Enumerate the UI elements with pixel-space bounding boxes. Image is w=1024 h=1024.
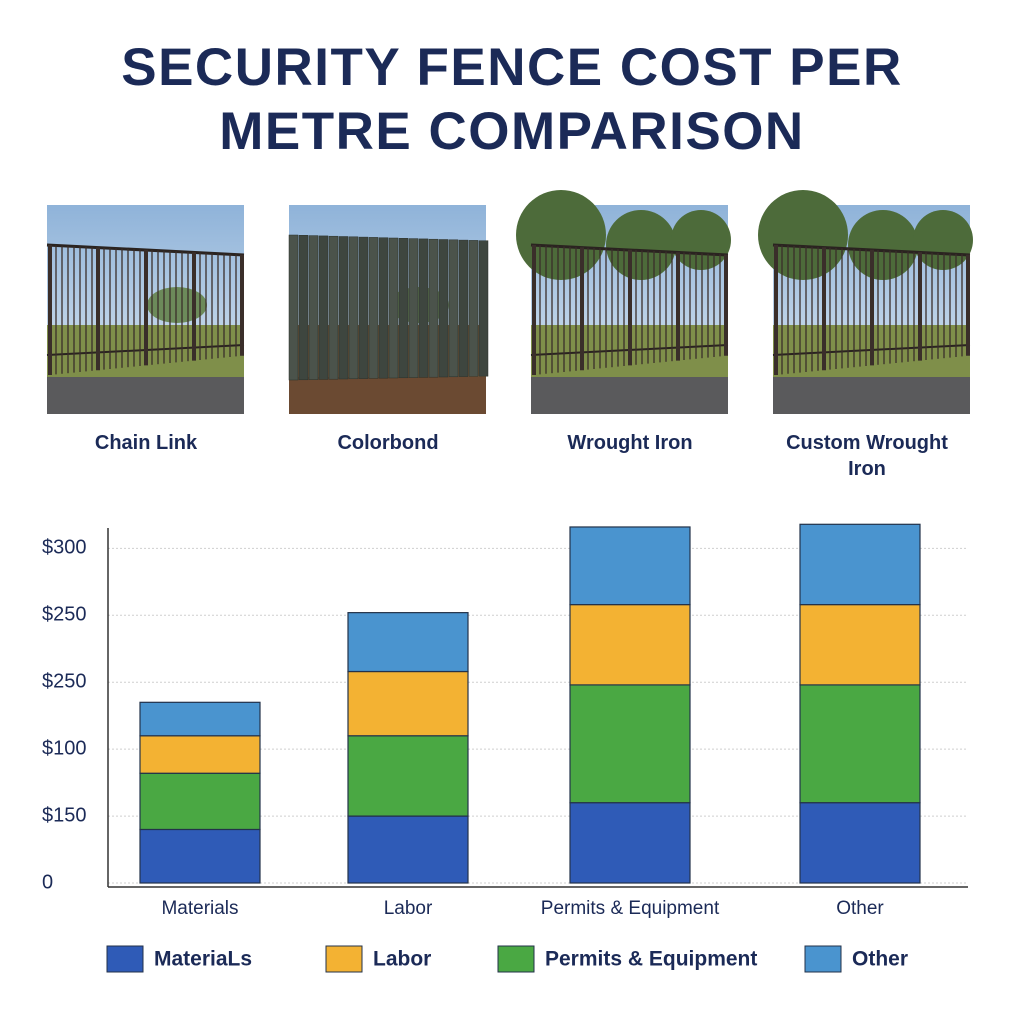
bar-segment	[799, 603, 921, 686]
y-tick-label: $250	[42, 671, 87, 693]
bar-segment	[799, 802, 921, 884]
photo-ground	[773, 377, 970, 414]
photo-tree	[147, 287, 207, 323]
bar-segment	[347, 670, 469, 737]
photos	[46, 190, 973, 414]
bar-segment	[569, 802, 691, 884]
photo-fence-slat	[398, 238, 409, 379]
plot: 0 $150 $100 $250 $250 $300 Materials Labor Permi…	[42, 523, 968, 973]
photo-fence-slat	[368, 237, 379, 379]
photo-ground	[531, 377, 728, 414]
legend-swatch	[325, 945, 363, 973]
bar-segment	[569, 603, 691, 686]
photo-fence-slat	[358, 236, 369, 379]
photo-fence-slat	[388, 237, 399, 379]
bar-segment	[139, 735, 261, 774]
photo-fence-slat	[438, 239, 449, 378]
photo-ground	[47, 377, 244, 414]
y-tick-label: $300	[42, 537, 87, 559]
x-tick-label: Permits & Equipment	[541, 898, 720, 919]
photo-fence-slat	[288, 234, 299, 381]
bar-segment	[799, 523, 921, 606]
photo-fence-slat	[468, 240, 479, 377]
photo-fence-slat	[418, 238, 429, 378]
x-tick-label: Materials	[161, 898, 238, 919]
photo-fence-slat	[298, 235, 309, 381]
image-caption: Custom Wrought Iron	[786, 432, 948, 480]
photo-fence-slat	[448, 239, 459, 378]
photo-fence-slat	[458, 239, 469, 377]
legend-swatch	[106, 945, 144, 973]
photo-fence-slat	[308, 235, 319, 380]
y-tick-label: $100	[42, 737, 87, 759]
bar-segment	[139, 828, 261, 884]
y-tick-label: $250	[42, 604, 87, 626]
legend-swatch	[804, 945, 842, 973]
bar-segment	[139, 701, 261, 737]
x-tick-label: Other	[836, 898, 884, 919]
title: SECURITY FENCE COST PER METRE COMPARISON	[121, 38, 903, 161]
image-caption: Colorbond	[337, 432, 439, 454]
bar-segment	[347, 815, 469, 884]
legend-label: MateriaLs	[154, 948, 252, 971]
y-tick-label: 0	[42, 871, 53, 893]
bar-segment	[569, 684, 691, 804]
photo-tree	[758, 190, 848, 280]
y-tick-label: $150	[42, 804, 87, 826]
legend-swatch	[497, 945, 535, 973]
photo-fence-slat	[408, 238, 419, 378]
photo-fence-slat	[338, 236, 349, 380]
photo-fence-slat	[348, 236, 359, 380]
bar-segment	[347, 735, 469, 817]
legend-label: Permits & Equipment	[545, 948, 757, 971]
bar-segment	[799, 684, 921, 804]
x-tick-label: Labor	[384, 898, 433, 919]
photo-ground	[289, 377, 486, 414]
photo-fence-slat	[428, 238, 439, 378]
photo-tree	[516, 190, 606, 280]
bar-segment	[139, 772, 261, 831]
legend-label: Labor	[373, 948, 431, 971]
photo-fence-slat	[378, 237, 389, 379]
photo-fence-slat	[318, 235, 329, 380]
photo-fence-slat	[328, 235, 339, 380]
image-caption: Wrought Iron	[567, 432, 693, 454]
image-caption: Chain Link	[94, 432, 198, 454]
bar-segment	[347, 612, 469, 673]
bar-segment	[569, 526, 691, 606]
photo-fence-slat	[478, 240, 489, 377]
legend-label: Other	[852, 948, 908, 971]
